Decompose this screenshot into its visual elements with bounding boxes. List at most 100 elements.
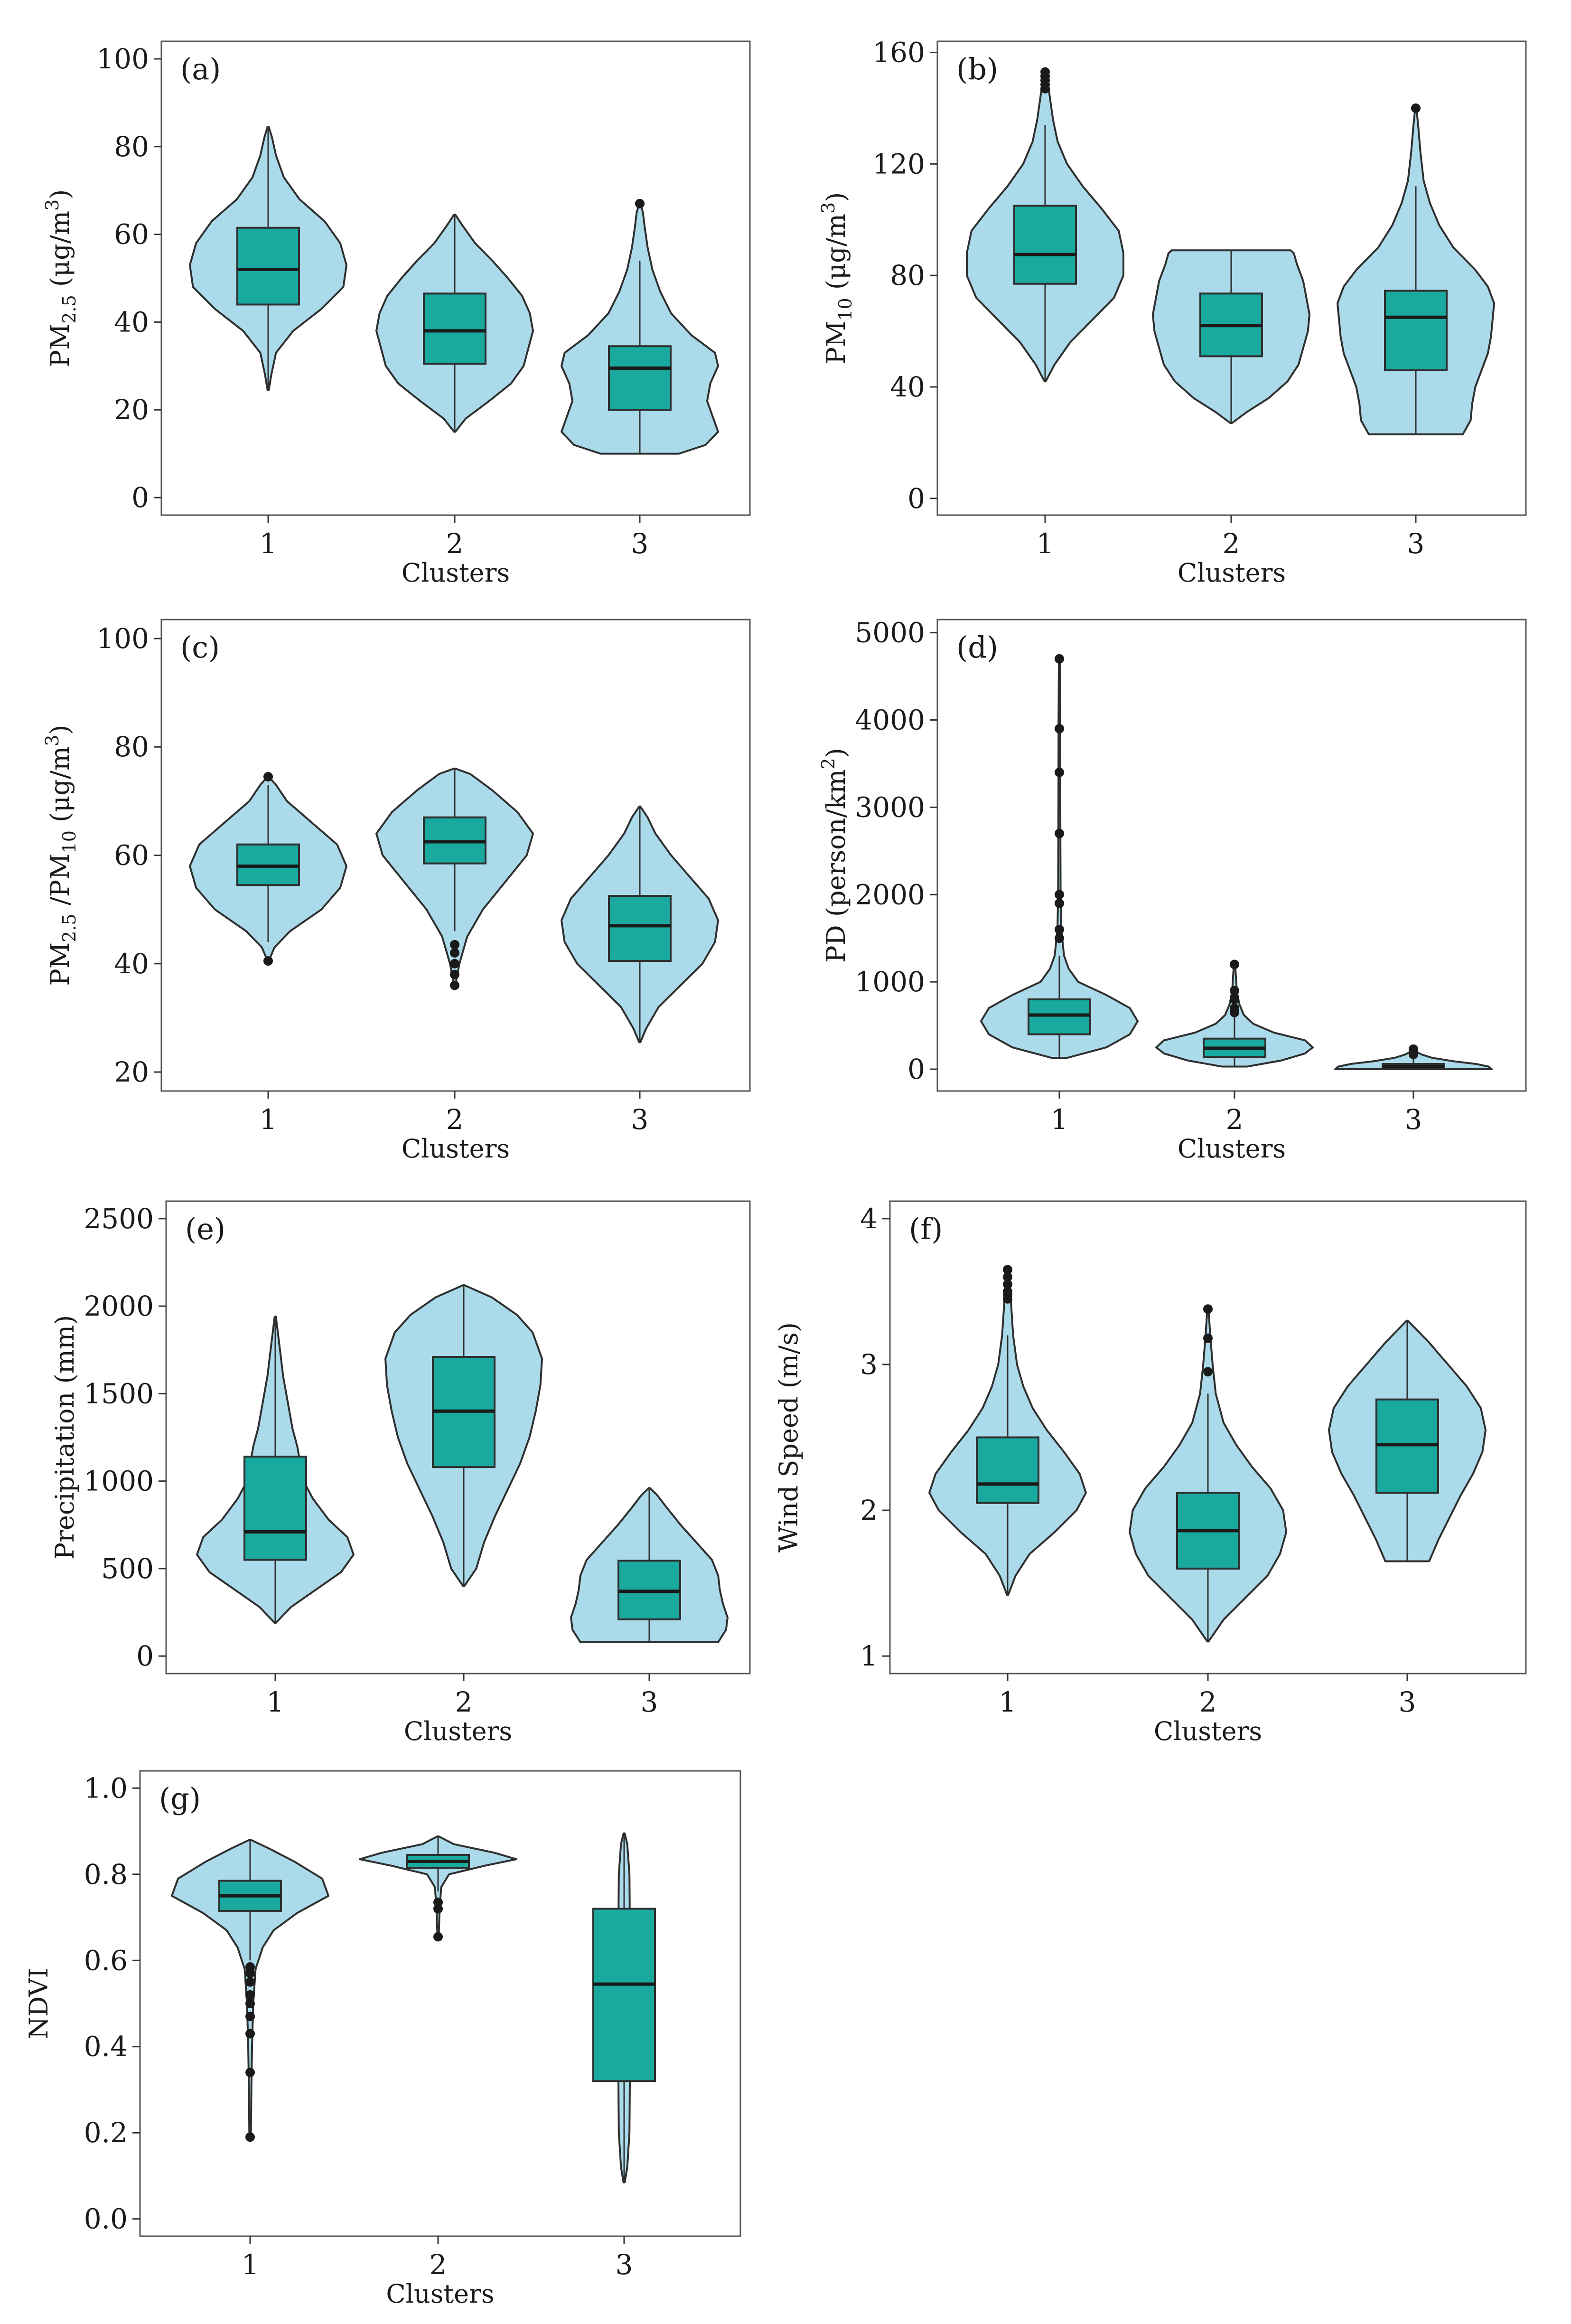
- y-tick-label: 60: [114, 839, 149, 872]
- x-tick-label: 1: [260, 527, 277, 560]
- outlier-point: [1055, 933, 1064, 943]
- y-label-main: PM: [45, 324, 75, 367]
- y-label-subscript-2: 10: [59, 830, 80, 853]
- outlier-point: [245, 2029, 255, 2039]
- outlier-point: [433, 1932, 443, 1942]
- y-tick-label: 4: [860, 1203, 878, 1235]
- panel-f: 1 2 3 4 1 2 3 Clusters (f) Wind Speed (m/s): [774, 1200, 1527, 1746]
- x-tick-label: 2: [1223, 527, 1240, 560]
- outlier-point: [433, 1897, 443, 1907]
- y-tick-label: 20: [114, 1056, 149, 1088]
- x-tick-label: 2: [446, 1103, 464, 1136]
- x-tick-label: 2: [446, 527, 464, 560]
- outlier-point: [635, 198, 645, 208]
- cluster-3-group: [592, 1832, 656, 2183]
- cluster-2-group: [375, 214, 534, 433]
- iqr-box: [608, 345, 672, 411]
- cluster-2-group: [384, 1284, 543, 1587]
- outlier-point: [1055, 767, 1064, 777]
- cluster-2-group: [1152, 249, 1310, 424]
- x-tick-label: 1: [1051, 1103, 1068, 1136]
- panel-label: (d): [956, 630, 998, 665]
- x-axis-label: Clusters: [1178, 558, 1286, 588]
- y-label-close: ): [821, 748, 851, 758]
- y-label-superscript: 3: [42, 735, 63, 746]
- x-axis-label: Clusters: [1178, 1134, 1286, 1164]
- y-tick-label: 2000: [855, 878, 925, 911]
- outlier-point: [1040, 67, 1050, 77]
- x-axis-label: Clusters: [402, 1134, 510, 1164]
- cluster-3-group: [1337, 103, 1495, 435]
- y-tick-label: 0.8: [84, 1858, 128, 1891]
- y-tick-label: 0.2: [84, 2117, 128, 2149]
- y-tick-label: 0: [907, 482, 925, 515]
- x-tick-label: 3: [631, 527, 649, 560]
- outlier-point: [1055, 724, 1064, 734]
- y-tick-label: 2000: [84, 1290, 154, 1322]
- y-label-superscript: 2: [818, 758, 839, 769]
- outlier-point: [263, 956, 273, 966]
- y-tick-label: 0.4: [84, 2031, 128, 2063]
- x-tick-label: 3: [1399, 1686, 1416, 1718]
- iqr-box: [976, 1436, 1039, 1504]
- x-axis-label: Clusters: [1154, 1716, 1262, 1746]
- outlier-point: [1055, 898, 1064, 908]
- cluster-2-group: [375, 767, 534, 990]
- x-tick-label: 2: [430, 2249, 447, 2281]
- y-label-mid: /PM: [45, 853, 75, 913]
- y-label-main: PD (person/km: [821, 769, 851, 962]
- panel-e: 0 500 1000 1500 2000 2500 1 2 3 Clusters (e) Precip…: [50, 1200, 751, 1746]
- y-label-superscript: 3: [42, 199, 63, 211]
- y-label-main: NDVI: [24, 1968, 54, 2039]
- outlier-point: [1003, 1265, 1012, 1275]
- y-label-units: (μg/m: [45, 211, 75, 295]
- y-tick-label: 1: [860, 1640, 878, 1672]
- iqr-box: [1384, 290, 1448, 371]
- y-axis-label: Wind Speed (m/s): [774, 1322, 804, 1552]
- y-tick-label: 5000: [855, 617, 925, 649]
- x-axis-label: Clusters: [404, 1716, 512, 1746]
- outlier-point: [245, 2012, 255, 2022]
- x-tick-label: 3: [641, 1686, 658, 1718]
- y-label-units: (μg/m: [821, 214, 851, 298]
- y-axis-label: PM2.5 /PM10 (μg/m3): [42, 725, 80, 986]
- y-axis-label: PM2.5 (μg/m3): [42, 189, 80, 367]
- outlier-point: [1055, 924, 1064, 934]
- cluster-1-group: [966, 67, 1124, 383]
- outlier-point: [1411, 103, 1421, 113]
- y-tick-label: 60: [114, 218, 149, 251]
- outlier-point: [1203, 1367, 1213, 1377]
- y-tick-label: 20: [114, 394, 149, 426]
- x-tick-label: 2: [455, 1686, 473, 1718]
- y-tick-label: 0: [131, 481, 149, 514]
- y-label-main: PM: [45, 942, 75, 986]
- outlier-point: [245, 2132, 255, 2142]
- y-tick-label: 100: [96, 43, 149, 75]
- outlier-point: [245, 1990, 255, 2000]
- cluster-1-group: [189, 772, 347, 966]
- outlier-point: [263, 772, 273, 781]
- y-tick-label: 40: [114, 306, 149, 338]
- outlier-point: [450, 948, 459, 958]
- y-label-main: Precipitation (mm): [50, 1315, 80, 1560]
- x-tick-label: 1: [260, 1103, 277, 1136]
- cluster-2-group: [1155, 960, 1314, 1068]
- cluster-3-group: [570, 1487, 729, 1643]
- outlier-point: [1203, 1304, 1213, 1314]
- outlier-point: [1003, 1287, 1012, 1297]
- x-tick-label: 3: [1405, 1103, 1422, 1136]
- outlier-point: [450, 959, 459, 969]
- y-tick-label: 1000: [84, 1465, 154, 1497]
- y-label-units: (μg/m: [45, 746, 75, 830]
- y-tick-label: 0: [136, 1640, 154, 1672]
- panel-label: (f): [909, 1212, 943, 1246]
- x-tick-label: 1: [267, 1686, 284, 1718]
- iqr-box: [1028, 998, 1091, 1035]
- y-label-close: ): [821, 192, 851, 202]
- cluster-2-group: [359, 1835, 517, 1942]
- y-label-subscript: 10: [835, 298, 856, 320]
- y-tick-label: 100: [96, 622, 149, 655]
- iqr-box: [608, 895, 672, 962]
